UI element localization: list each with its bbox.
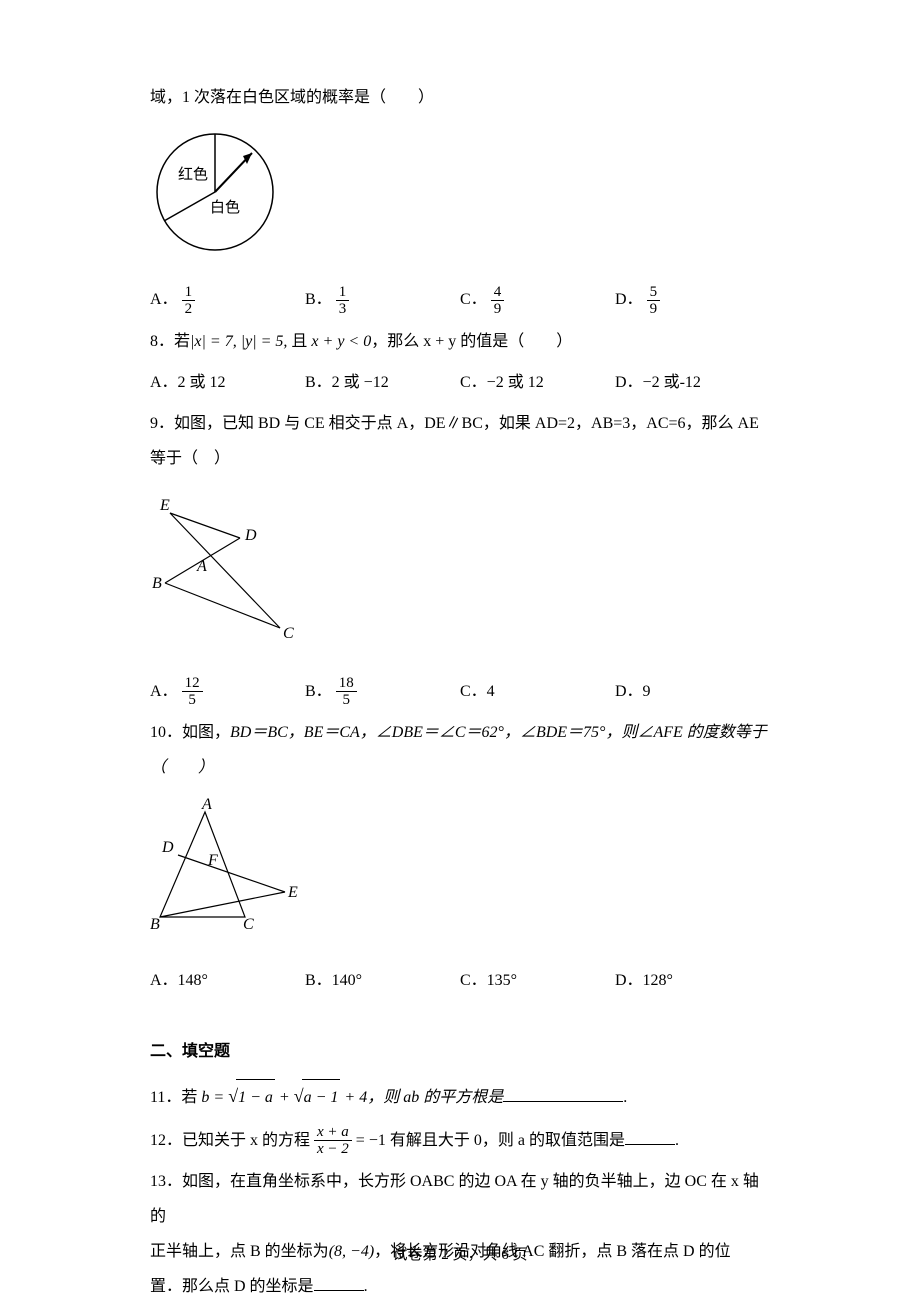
q13-line1: 13．如图，在直角坐标系中，长方形 OABC 的边 OA 在 y 轴的负半轴上，… — [150, 1164, 770, 1234]
q8-opt-d: D．−2 或-12 — [615, 365, 770, 400]
svg-text:E: E — [159, 497, 170, 514]
q7-opt-b: B． 13 — [305, 282, 460, 317]
q11-blank — [503, 1086, 623, 1102]
q7-options: A． 12 B． 13 C． 49 D． 59 — [150, 282, 770, 317]
svg-text:B: B — [152, 575, 162, 592]
q9-opt-d: D．9 — [615, 674, 770, 709]
svg-text:A: A — [201, 797, 212, 813]
q7-red-label: 红色 — [178, 166, 208, 183]
q9-figure: E D A B C — [150, 488, 770, 661]
q10-opt-c: C．135° — [460, 963, 615, 998]
q10-opt-b: B．140° — [305, 963, 460, 998]
q7-white-label: 白色 — [210, 199, 240, 216]
svg-text:E: E — [287, 884, 298, 901]
q10-figure: A D F E B C — [150, 797, 770, 950]
q8-opt-b: B．2 或 −12 — [305, 365, 460, 400]
q12-blank — [625, 1129, 675, 1145]
q12-stem: 12．已知关于 x 的方程 x + ax − 2 = −1 有解且大于 0，则 … — [150, 1123, 770, 1158]
q9-stem: 9．如图，已知 BD 与 CE 相交于点 A，DE∥BC，如果 AD=2，AB=… — [150, 406, 770, 476]
svg-text:C: C — [243, 916, 254, 933]
q13-blank — [314, 1275, 364, 1291]
q10-opt-a: A．148° — [150, 963, 305, 998]
page-footer: 试卷第 2 页，共 6 页 — [150, 1239, 770, 1272]
q11-stem: 11．若 b = 1 − a + a − 1 + 4，则 ab 的平方根是. — [150, 1077, 770, 1117]
q8-opt-c: C．−2 或 12 — [460, 365, 615, 400]
svg-text:D: D — [244, 527, 257, 544]
q10-opt-d: D．128° — [615, 963, 770, 998]
svg-text:D: D — [161, 839, 174, 856]
q8-stem: 8．若|x| = 7, |y| = 5, 且 x + y < 0，那么 x + … — [150, 324, 770, 359]
q8-opt-a: A．2 或 12 — [150, 365, 305, 400]
q8-options: A．2 或 12 B．2 或 −12 C．−2 或 12 D．−2 或-12 — [150, 365, 770, 400]
q7-figure: 红色 白色 — [150, 127, 770, 270]
q7-stem: 域，1 次落在白色区域的概率是（ ） — [150, 80, 770, 115]
q7-opt-a: A． 12 — [150, 282, 305, 317]
q7-opt-d: D． 59 — [615, 282, 770, 317]
q10-options: A．148° B．140° C．135° D．128° — [150, 963, 770, 998]
q9-opt-a: A． 125 — [150, 674, 305, 709]
svg-text:B: B — [150, 916, 160, 933]
q13-line3: 置．那么点 D 的坐标是. — [150, 1269, 770, 1304]
q9-opt-c: C．4 — [460, 674, 615, 709]
q7-opt-c: C． 49 — [460, 282, 615, 317]
section2-title: 二、填空题 — [150, 1034, 770, 1069]
q9-options: A． 125 B． 185 C．4 D．9 — [150, 674, 770, 709]
svg-text:A: A — [196, 558, 207, 575]
svg-text:F: F — [207, 852, 218, 869]
svg-text:C: C — [283, 625, 294, 642]
q9-opt-b: B． 185 — [305, 674, 460, 709]
q10-stem: 10．如图，BD＝BC，BE＝CA，∠DBE＝∠C＝62°，∠BDE＝75°，则… — [150, 715, 770, 785]
